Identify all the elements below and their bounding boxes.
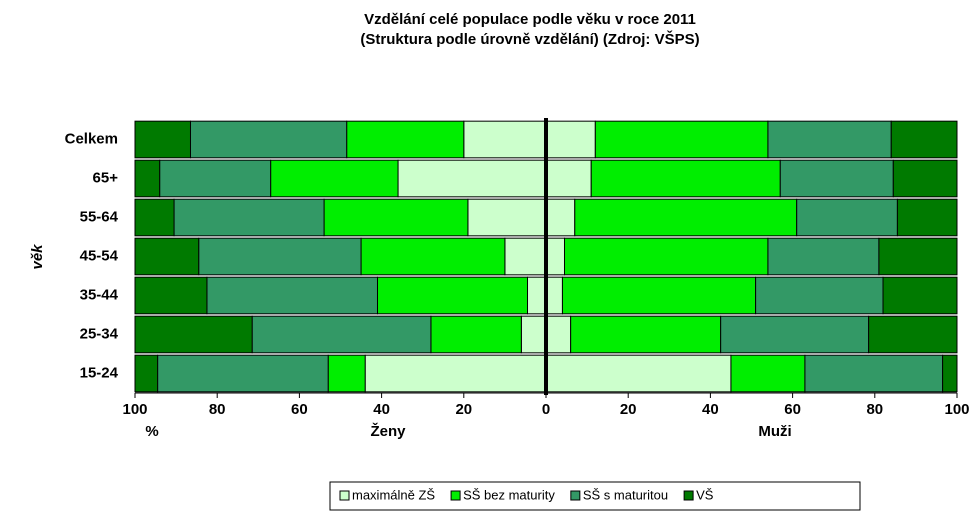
bar-segment [561, 276, 757, 315]
bar-segment [942, 354, 958, 393]
legend-box [329, 481, 861, 511]
bar-segment [206, 276, 378, 315]
bar-segment [545, 354, 732, 393]
bar-segment [364, 354, 547, 393]
bar-segment [134, 120, 191, 159]
bar-segment [878, 237, 958, 276]
bar-segment [520, 315, 547, 354]
bar-segment [892, 159, 958, 198]
legend-swatch [683, 490, 694, 501]
x-tick-label: 40 [373, 401, 390, 418]
x-tick-label: 80 [866, 401, 883, 418]
bar-segment [755, 276, 884, 315]
legend-swatch [339, 490, 350, 501]
bar-segment [463, 120, 547, 159]
bar-segment [376, 276, 529, 315]
bar-segment [360, 237, 506, 276]
bar-segment [730, 354, 806, 393]
bar-segment [134, 354, 159, 393]
bar-segment [796, 198, 898, 237]
bar-segment [545, 237, 565, 276]
bar-segment [570, 315, 722, 354]
bar-segment [574, 198, 798, 237]
bar-segment [327, 354, 366, 393]
bar-segment [545, 120, 596, 159]
bar-segment [767, 120, 892, 159]
bar-segment [323, 198, 469, 237]
bar-segment [868, 315, 958, 354]
bar-segment [467, 198, 547, 237]
x-tick-label: 0 [542, 401, 550, 418]
bar-segment [397, 159, 547, 198]
x-tick-label: 60 [291, 401, 308, 418]
bar-segment [504, 237, 547, 276]
right-label: Muži [758, 423, 791, 440]
y-tick-label: 45-54 [80, 247, 119, 264]
bar-segment [594, 120, 769, 159]
bar-segment [804, 354, 944, 393]
bar-segment [134, 237, 200, 276]
chart-subtitle: (Struktura podle úrovně vzdělání) (Zdroj… [360, 30, 699, 48]
x-tick-label: 100 [122, 401, 147, 418]
x-tick-label: 20 [620, 401, 637, 418]
y-tick-label: 15-24 [80, 364, 119, 381]
bar-segment [545, 159, 592, 198]
bar-segment [767, 237, 880, 276]
legend-label: SŠ s maturitou [583, 487, 668, 502]
bar-segment [134, 276, 208, 315]
x-tick-label: 40 [702, 401, 719, 418]
legend-label: SŠ bez maturity [463, 487, 555, 502]
left-label: Ženy [370, 422, 406, 440]
y-tick-label: Celkem [65, 130, 118, 147]
chart-title: Vzdělání celé populace podle věku v roce… [364, 11, 696, 28]
y-tick-label: 35-44 [80, 286, 119, 303]
y-axis-label: věk [29, 244, 46, 270]
bar-segment [251, 315, 432, 354]
bar-segment [159, 159, 272, 198]
y-tick-label: 55-64 [80, 208, 119, 225]
bar-segment [545, 198, 576, 237]
x-tick-label: 60 [784, 401, 801, 418]
bar-segment [890, 120, 958, 159]
x-tick-label: 100 [944, 401, 969, 418]
bar-segment [545, 315, 572, 354]
bar-segment [896, 198, 958, 237]
legend-label: maximálně ZŠ [352, 487, 435, 502]
legend-swatch [450, 490, 461, 501]
y-tick-label: 25-34 [80, 325, 119, 342]
bar-segment [720, 315, 870, 354]
bar-segment [270, 159, 399, 198]
y-tick-label: 65+ [93, 169, 119, 186]
legend-swatch [570, 490, 581, 501]
bar-segment [545, 276, 563, 315]
bar-segment [134, 198, 175, 237]
bar-segment [882, 276, 958, 315]
bar-segment [779, 159, 894, 198]
bar-segment [563, 237, 769, 276]
x-unit-label: % [145, 423, 158, 440]
bar-segment [189, 120, 348, 159]
bar-segment [157, 354, 329, 393]
bar-segment [346, 120, 465, 159]
bar-segment [527, 276, 547, 315]
bar-segment [134, 315, 253, 354]
bar-segment [198, 237, 362, 276]
bar-segment [590, 159, 781, 198]
legend-label: VŠ [696, 487, 714, 502]
x-tick-label: 80 [209, 401, 226, 418]
x-tick-label: 20 [455, 401, 472, 418]
bar-segment [134, 159, 161, 198]
bar-segment [430, 315, 522, 354]
bar-segment [173, 198, 325, 237]
